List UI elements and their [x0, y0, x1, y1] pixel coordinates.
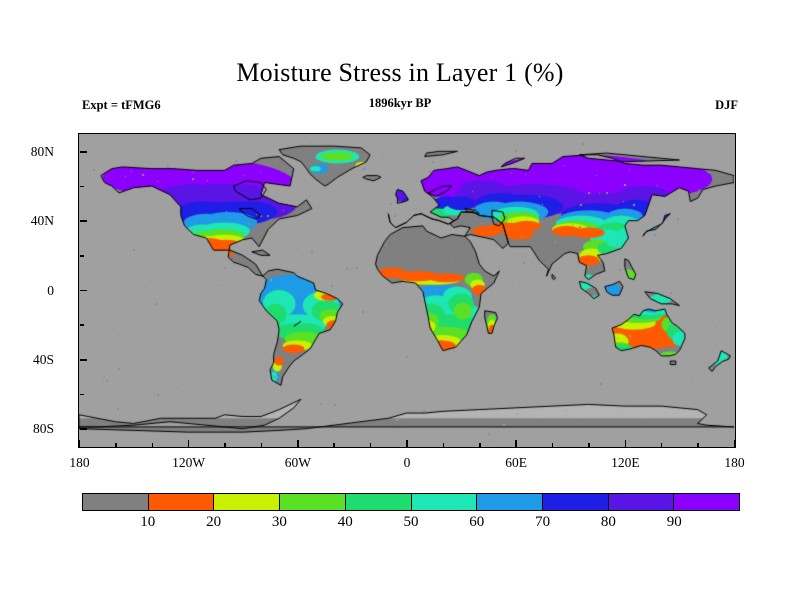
chart-subtitle: 1896kyr BP	[368, 96, 432, 110]
y-tick-minor	[79, 324, 84, 326]
colorbar-tick-40: 40	[337, 514, 353, 530]
x-tick-minor	[151, 442, 154, 447]
x-tick-minor	[479, 442, 481, 447]
colorbar-swatch-70-80	[542, 494, 609, 510]
y-tick-major	[79, 220, 87, 222]
y-tick-major	[79, 359, 87, 361]
y-axis-label-80N: 80N	[30, 143, 54, 159]
colorbar-swatch-40-50	[345, 494, 412, 510]
colorbar-swatch->90	[674, 494, 740, 510]
map-plot-area	[78, 133, 736, 448]
colorbar-tick-50: 50	[403, 514, 419, 530]
y-axis-label-0: 0	[47, 282, 54, 298]
colorbar-tick-80: 80	[600, 514, 616, 530]
y-tick-major	[79, 428, 87, 430]
y-tick-minor	[79, 255, 84, 257]
x-axis-label-120W: 120W	[172, 455, 206, 470]
x-tick-major	[406, 439, 408, 447]
x-tick-major	[297, 439, 299, 447]
x-tick-minor	[333, 442, 335, 447]
page-title: Moisture Stress in Layer 1 (%)	[236, 58, 564, 87]
x-axis-label-180: 180	[724, 455, 745, 470]
y-tick-major	[79, 151, 87, 153]
y-tick-major	[79, 289, 87, 292]
x-tick-minor	[588, 442, 590, 447]
x-tick-minor	[260, 442, 263, 447]
y-tick-minor	[79, 393, 84, 396]
colorbar-swatch-10-20	[148, 494, 215, 510]
x-tick-major	[78, 439, 81, 447]
x-axis-label-120E: 120E	[611, 455, 640, 470]
colorbar-swatch-80-90	[608, 494, 675, 510]
experiment-label: Expt = tFMG6	[82, 98, 161, 112]
x-tick-minor	[115, 442, 117, 447]
x-axis-label-60W: 60W	[284, 455, 311, 470]
colorbar-tick-60: 60	[469, 514, 485, 530]
colorbar-swatch-30-40	[280, 494, 346, 510]
x-tick-major	[187, 439, 190, 447]
colorbar-tick-20: 20	[206, 514, 222, 530]
y-tick-minor	[79, 185, 84, 188]
colorbar-swatch-20-30	[214, 494, 281, 510]
colorbar-tick-10: 10	[140, 514, 156, 530]
y-axis-label-80S: 80S	[32, 421, 54, 437]
colorbar-tick-90: 90	[666, 514, 682, 530]
colorbar-swatch-<10	[83, 494, 149, 510]
y-axis-label-40S: 40S	[32, 351, 54, 367]
colorbar	[82, 493, 740, 511]
moisture-stress-heatmap	[79, 134, 734, 446]
x-tick-minor	[369, 442, 372, 447]
colorbar-swatch-60-70	[477, 494, 543, 510]
x-tick-major	[733, 439, 736, 447]
colorbar-tick-70: 70	[535, 514, 551, 530]
x-axis-label-60E: 60E	[505, 455, 528, 470]
y-axis-label-40N: 40N	[30, 213, 54, 229]
x-tick-minor	[442, 442, 445, 447]
x-tick-minor	[551, 442, 554, 447]
colorbar-swatch-50-60	[411, 494, 478, 510]
x-tick-major	[624, 439, 627, 447]
season-label: DJF	[715, 98, 738, 112]
colorbar-tick-30: 30	[271, 514, 287, 530]
x-tick-minor	[224, 442, 226, 447]
x-tick-major	[515, 439, 517, 447]
x-axis-label-0: 0	[403, 455, 411, 470]
x-axis-label-180: 180	[69, 455, 90, 470]
x-tick-minor	[660, 442, 663, 447]
x-tick-minor	[697, 442, 699, 447]
